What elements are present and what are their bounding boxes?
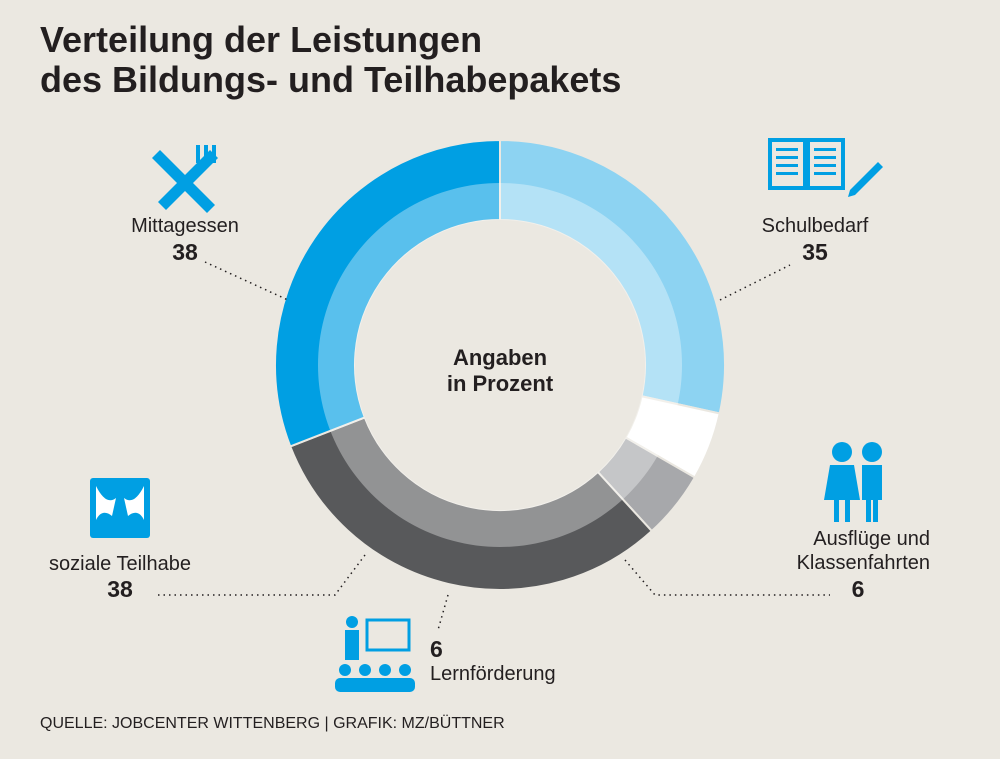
leader-line: [155, 554, 366, 596]
category-label: Schulbedarf: [762, 215, 869, 237]
icon-children: [824, 442, 882, 522]
category-label: Lernförderung: [430, 663, 556, 685]
leader-line: [204, 261, 289, 301]
value-label: 38: [172, 239, 198, 265]
center-label: Angaben in Prozent: [447, 345, 554, 396]
category-label: Ausflüge und Klassenfahrten: [797, 528, 930, 574]
icon-book: [768, 138, 883, 197]
chart-title: Verteilung der Leistungen des Bildungs- u…: [40, 19, 621, 100]
leader-line: [719, 264, 791, 301]
value-label: 35: [802, 239, 828, 265]
donut: [274, 138, 726, 591]
category-label: soziale Teilhabe: [49, 553, 191, 575]
donut-segment: [274, 138, 501, 448]
donut-segment: [499, 138, 726, 415]
value-label: 6: [430, 636, 443, 662]
leader-line: [437, 594, 449, 631]
value-label: 6: [852, 576, 865, 602]
icon-cutlery: [152, 145, 218, 213]
donut-segment: [288, 416, 654, 591]
value-label: 38: [107, 576, 133, 602]
source: QUELLE: JOBCENTER WITTENBERG | GRAFIK: M…: [40, 714, 505, 732]
category-label: Mittagessen: [131, 215, 239, 237]
icon-classroom: [335, 616, 415, 692]
icon-theatre: [90, 478, 150, 538]
